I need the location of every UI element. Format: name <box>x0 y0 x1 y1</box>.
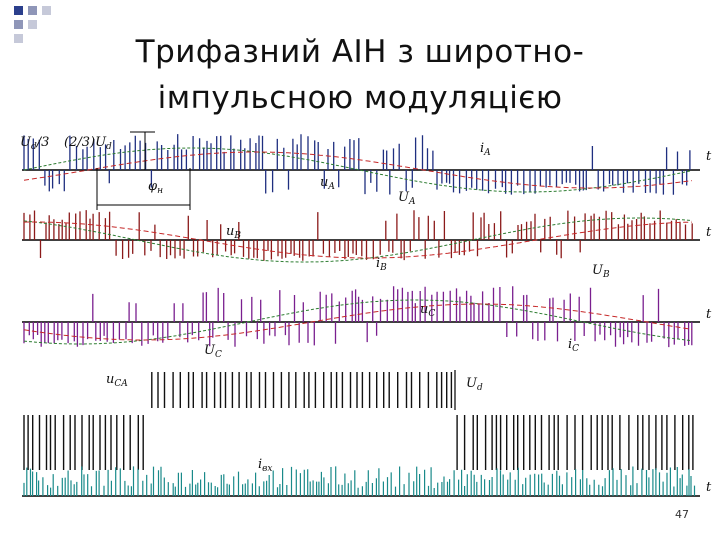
label-subscript: d <box>31 142 37 152</box>
waveform-label: UA <box>398 190 416 207</box>
label-text: U <box>466 376 478 391</box>
label-text: i <box>376 256 380 271</box>
label-text: U <box>398 190 410 205</box>
label-subscript: C <box>428 309 435 319</box>
waveform-label: iA <box>480 141 491 158</box>
current-curve <box>23 221 693 259</box>
voltage-curve <box>23 299 693 345</box>
label-subscript: B <box>602 270 610 280</box>
label-subscript: d <box>106 142 112 152</box>
current-curve <box>23 303 693 341</box>
label-text: u <box>320 175 328 190</box>
label-text: u <box>420 302 428 317</box>
waveform-label: uA <box>320 175 335 192</box>
waveform-label: (2/3)Ud <box>64 135 112 152</box>
title-line: імпульсною модуляцією <box>157 80 563 116</box>
current-curve <box>23 151 693 189</box>
label-text: U <box>20 135 32 150</box>
uca-pulses <box>23 372 694 470</box>
label-text: i <box>480 141 484 156</box>
corner-decoration <box>14 6 51 43</box>
axis-label: t <box>706 225 712 240</box>
waveform-label: iB <box>376 256 387 273</box>
waveform-label: φн <box>148 179 163 196</box>
input-current <box>23 466 696 496</box>
waveform-label: uCA <box>106 372 128 389</box>
label-subscript: B <box>233 231 241 241</box>
label-text: i <box>258 457 262 472</box>
waveform-label: uC <box>420 302 435 319</box>
waveform-label: iC <box>568 337 579 354</box>
label-subscript: н <box>157 186 163 196</box>
waveform-label: Ud <box>466 376 483 393</box>
label-text: i <box>568 337 572 352</box>
label-subscript: C <box>215 350 222 360</box>
label-text: φ <box>148 179 158 194</box>
label-subscript: C <box>572 344 579 354</box>
label-subscript: B <box>379 263 387 273</box>
pwm-pulses <box>23 210 693 261</box>
label-subscript: A <box>327 182 335 192</box>
label-text: u <box>106 372 114 387</box>
pwm-pulses <box>23 286 693 348</box>
axis-label: t <box>706 149 712 164</box>
label-text: U <box>592 263 604 278</box>
label-subscript: A <box>483 148 491 158</box>
voltage-curve <box>23 217 693 263</box>
label-subscript: d <box>477 383 483 393</box>
axis-label: t <box>706 480 712 495</box>
pwm-pulses <box>23 134 691 195</box>
label-text: /3 <box>35 135 50 150</box>
page-number: 47 <box>675 508 689 521</box>
label-subscript: CA <box>114 379 128 389</box>
waveform-label: uB <box>226 224 241 241</box>
label-subscript: A <box>408 197 416 207</box>
label-subscript: вх <box>262 464 272 474</box>
label-text: U <box>204 343 216 358</box>
voltage-curve <box>23 147 693 193</box>
waveform-label: Ud/3 <box>20 135 49 152</box>
waveform-label: UC <box>204 343 222 360</box>
axis-label: t <box>706 307 712 322</box>
label-text: (2/3) <box>64 135 95 150</box>
waveform-label: iвх <box>258 457 273 474</box>
title-line: Трифазний АІН з широтно- <box>135 34 585 70</box>
label-text: u <box>226 224 234 239</box>
waveform-label: UB <box>592 263 610 280</box>
label-text: U <box>95 135 107 150</box>
